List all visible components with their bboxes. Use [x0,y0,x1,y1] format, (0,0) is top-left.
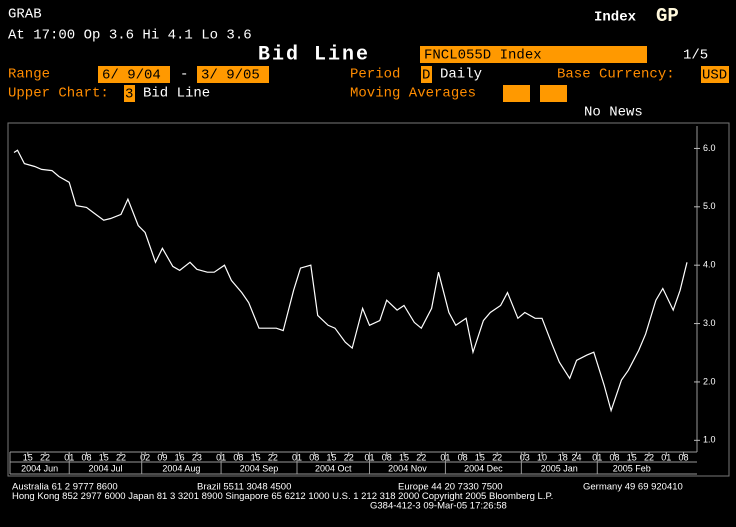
x-tick-label: 10 [537,452,547,462]
y-tick-label: 5.0 [703,201,716,211]
x-tick-label: 08 [309,452,319,462]
month-label: 2004 Jul [88,463,122,473]
x-tick-label: 15 [475,452,485,462]
app-code: GRAB [8,7,42,23]
x-tick-label: 03 [520,452,530,462]
month-label: 2005 Jan [541,463,578,473]
month-label: 2004 Dec [464,463,503,473]
x-tick-label: 24 [572,452,582,462]
currency-label: Base Currency: [557,67,675,83]
month-label: 2004 Aug [162,463,200,473]
x-tick-label: 08 [610,452,620,462]
screen-title: Bid Line [258,43,370,66]
x-tick-label: 22 [344,452,354,462]
footer-text: Brazil 5511 3048 4500 [197,482,291,493]
security[interactable]: FNCL055D Index [424,48,542,64]
range-end[interactable]: 3/ 9/05 [201,68,260,84]
x-tick-label: 22 [416,452,426,462]
range-start-box[interactable] [98,66,170,83]
x-tick-label: 08 [382,452,392,462]
range-label: Range [8,67,50,83]
x-tick-label: 23 [192,452,202,462]
range-separator: - [180,67,188,83]
range-start[interactable]: 6/ 9/04 [102,68,161,84]
x-tick-label: 08 [458,452,468,462]
x-tick-label: 22 [644,452,654,462]
period-code-box[interactable] [421,66,432,83]
range-end-box[interactable] [197,66,269,83]
y-tick-label: 6.0 [703,143,716,153]
x-tick-label: 02 [140,452,150,462]
bid-line [13,149,688,413]
moving-averages-label: Moving Averages [350,86,476,102]
x-tick-label: 15 [399,452,409,462]
x-tick-label: 15 [251,452,261,462]
month-label: 2004 Oct [315,463,352,473]
page-number: 1/5 [683,48,708,64]
x-tick-label: 22 [268,452,278,462]
x-tick-label: 22 [40,452,50,462]
x-tick-label: 18 [558,452,568,462]
y-tick-label: 2.0 [703,376,716,386]
x-tick-label: 01 [661,452,671,462]
period-name: Daily [440,67,482,83]
news-status: No News [584,105,643,121]
x-tick-label: 22 [116,452,126,462]
y-tick-label: 1.0 [703,435,716,445]
footer-text: G384-412-3 09-Mar-05 17:26:58 [370,501,507,512]
month-label: 2004 Sep [240,463,279,473]
footer-text: Europe 44 20 7330 7500 [398,482,503,493]
footer-text: Germany 49 69 920410 [583,482,683,493]
month-label: 2005 Feb [613,463,651,473]
footer-text: Hong Kong 852 2977 6000 Japan 81 3 3201 … [12,491,553,502]
period-label: Period [350,67,400,83]
x-tick-label: 15 [23,452,33,462]
upper-code[interactable]: 3 [125,87,133,103]
month-label: 2004 Nov [388,463,427,473]
x-tick-label: 16 [175,452,185,462]
upper-name: Bid Line [143,86,210,102]
x-tick-label: 22 [492,452,502,462]
market-sector: Index [594,10,637,26]
x-tick-label: 15 [99,452,109,462]
footer-text: Australia 61 2 9777 8600 [12,482,118,493]
x-tick-label: 15 [627,452,637,462]
currency[interactable]: USD [702,68,727,84]
upper-code-box[interactable] [124,85,135,102]
currency-box[interactable] [701,66,729,83]
chart-frame [7,122,730,477]
security-box[interactable] [420,46,647,63]
ma-box[interactable] [540,85,567,102]
x-tick-label: 15 [327,452,337,462]
quote-line: At 17:00 Op 3.6 Hi 4.1 Lo 3.6 [8,28,252,44]
footer: Australia 61 2 9777 8600 Brazil 5511 3048… [12,482,683,512]
x-tick-label: 08 [81,452,91,462]
period-code[interactable]: D [422,68,430,84]
x-tick-label: 09 [157,452,167,462]
month-label: 2004 Jun [21,463,58,473]
function-code: GP [656,5,679,27]
x-tick-label: 08 [679,452,689,462]
x-tick-label: 08 [233,452,243,462]
y-tick-label: 4.0 [703,260,716,270]
ma-box[interactable] [503,85,530,102]
upper-chart-label: Upper Chart: [8,86,109,102]
y-tick-label: 3.0 [703,318,716,328]
